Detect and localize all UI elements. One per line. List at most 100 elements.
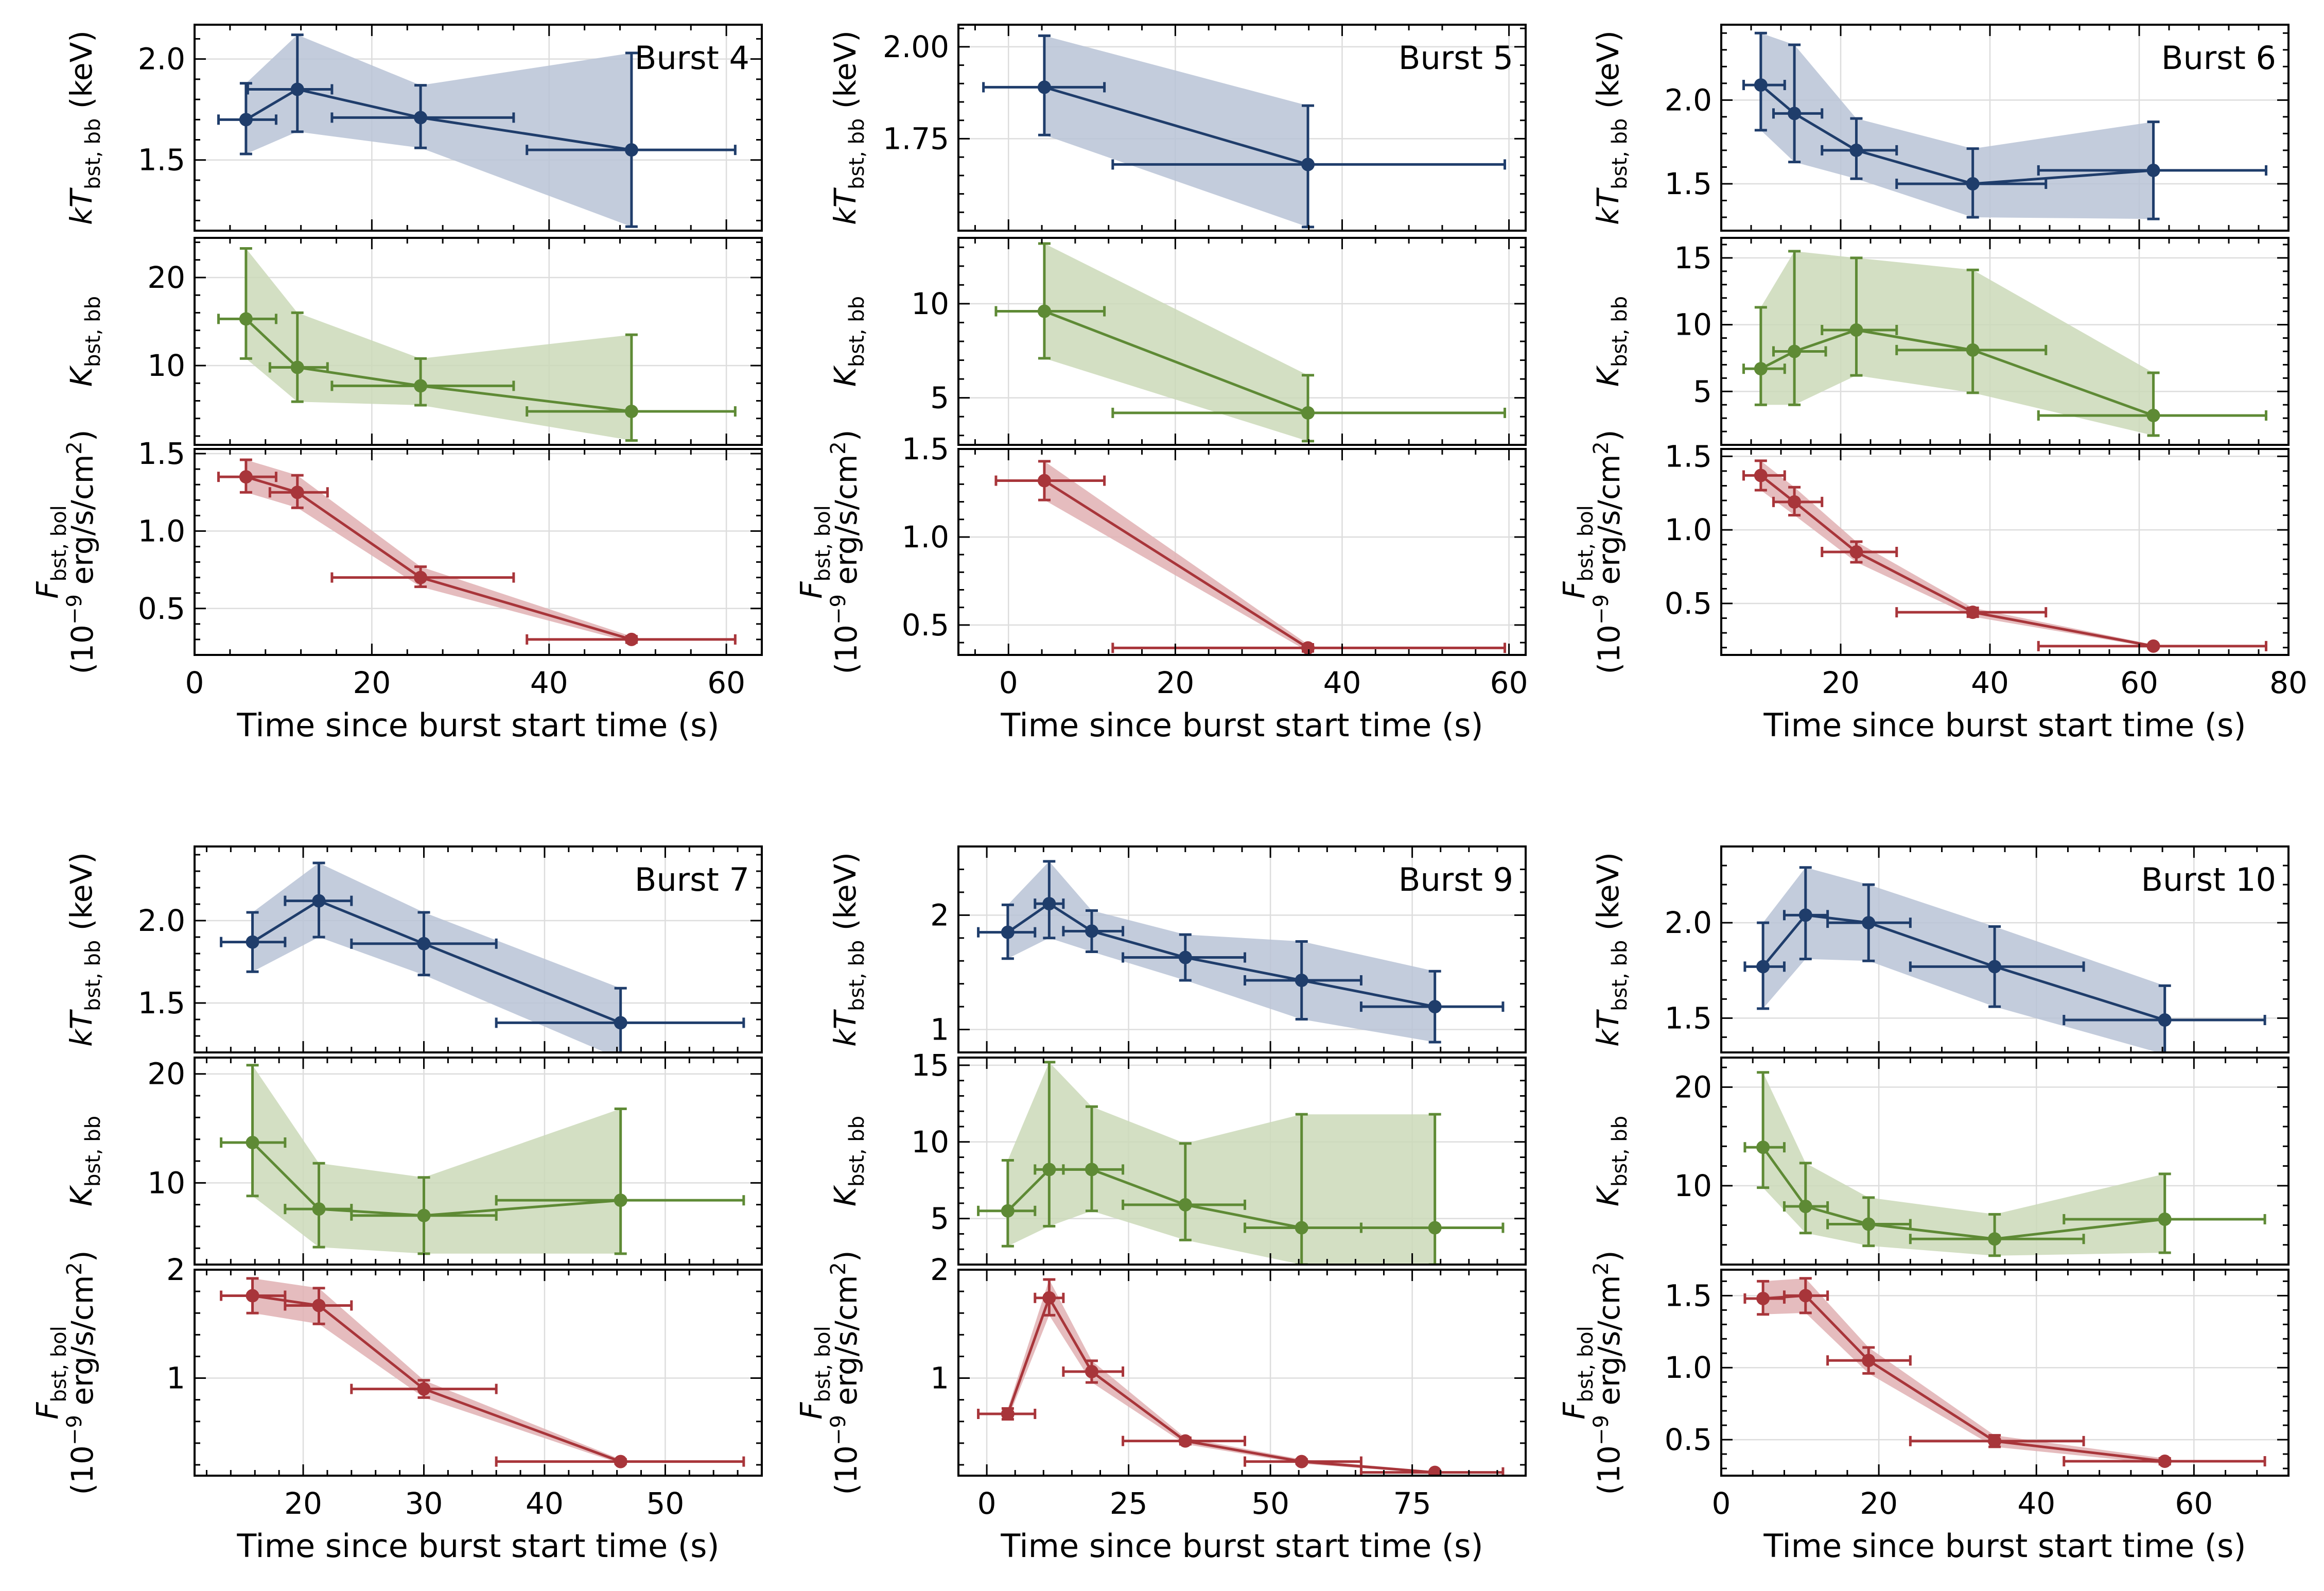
x-tick-label: 25	[1110, 1486, 1148, 1521]
marker	[1001, 1407, 1015, 1421]
marker	[1849, 545, 1863, 559]
f-ylabel-line1: Fbst, bol	[30, 1326, 71, 1420]
marker	[417, 1382, 431, 1396]
x-tick-label: 40	[526, 1486, 564, 1521]
f-data-point	[1742, 459, 1786, 492]
y-tick-label: 2.0	[1665, 905, 1712, 940]
marker	[1301, 641, 1315, 655]
k-subplot: 5 10 Kbst, bb	[828, 237, 1527, 446]
f-uncertainty-band	[1044, 461, 1308, 652]
y-tick-label: 1.75	[883, 121, 949, 156]
marker	[1849, 323, 1863, 337]
f-data-point	[1826, 1346, 1912, 1375]
k-uncertainty-band	[1044, 244, 1308, 441]
marker	[239, 470, 253, 484]
x-tick-label: 60	[2120, 665, 2158, 700]
x-axis-label: Time since burst start time (s)	[1763, 706, 2246, 744]
marker	[246, 935, 259, 949]
axes-frame	[194, 1269, 763, 1477]
y-tick-label: 1.5	[902, 431, 949, 466]
kt-data-point	[982, 34, 1106, 136]
marker	[2158, 1212, 2172, 1226]
y-tick-label: 10	[147, 1165, 185, 1200]
x-tick-label: 20	[284, 1486, 322, 1521]
y-tick-label: 5	[930, 1201, 949, 1236]
y-tick-label: 2.0	[1665, 82, 1712, 117]
burst-title: Burst 5	[1399, 39, 1513, 77]
kt-uncertainty-band	[252, 863, 621, 1052]
x-tick-label: 40	[1971, 665, 2009, 700]
k-series-line	[1044, 310, 1308, 414]
y-tick-label: 1.5	[1665, 1278, 1712, 1313]
plot-area	[1742, 250, 2267, 437]
marker	[1428, 1000, 1442, 1014]
f-ylabel-line1: Fbst, bol	[30, 505, 71, 599]
y-tick-label: 1	[166, 1361, 185, 1396]
axes-frame	[194, 845, 763, 1053]
marker	[1042, 897, 1056, 911]
k-data-point	[1821, 256, 1898, 377]
f-data-point	[284, 1287, 353, 1325]
axes-frame	[1720, 24, 2290, 232]
marker	[1085, 1364, 1098, 1378]
marker	[1178, 1198, 1192, 1212]
f-subplot: 0.5 1.0 1.5 Fbst, bol(10−9 erg/s/cm2) 20 40 60…	[1557, 430, 2308, 744]
marker	[1301, 158, 1315, 171]
k-ylabel: Kbst, bb	[828, 296, 869, 387]
marker	[1037, 474, 1051, 488]
f-data-point	[526, 632, 737, 646]
burst-panel-group: 1.5 2.0 kTbst, bb (keV) Burst 10 10 20 Kbst, b…	[1557, 845, 2290, 1565]
burst-title: Burst 10	[2141, 861, 2276, 898]
marker	[312, 894, 326, 908]
kt-data-point	[284, 861, 353, 939]
plot-area	[1742, 31, 2267, 220]
plot-area	[1743, 1277, 2266, 1468]
kt-subplot: 1 2 kTbst, bb (keV) Burst 9	[828, 845, 1527, 1053]
k-uncertainty-band	[252, 1065, 621, 1254]
marker	[1966, 343, 1980, 357]
f-data-point	[1062, 1359, 1125, 1384]
marker	[2146, 408, 2160, 422]
f-subplot: 1 2 Fbst, bol(10−9 erg/s/cm2) 0 25 50 75 Time s…	[794, 1251, 1527, 1565]
f-data-point	[330, 565, 515, 589]
f-subplot: 0.5 1.0 1.5 Fbst, bol(10−9 erg/s/cm2) 0 20 40 6…	[30, 430, 763, 744]
plot-area	[977, 860, 1505, 1044]
kt-ylabel: kTbst, bb (keV)	[64, 852, 105, 1047]
f-data-point	[1244, 1455, 1362, 1468]
marker	[417, 937, 431, 950]
kt-ylabel: kTbst, bb (keV)	[828, 852, 869, 1047]
x-axis-label: Time since burst start time (s)	[1763, 1527, 2246, 1565]
k-subplot: 10 20 Kbst, bb	[64, 1057, 763, 1266]
y-tick-label: 2.0	[138, 903, 185, 938]
k-data-point	[1783, 1162, 1829, 1235]
marker	[1295, 1221, 1308, 1235]
x-tick-label: 0	[999, 665, 1018, 700]
k-uncertainty-band	[1760, 251, 2154, 436]
f-series-line	[1006, 1294, 1435, 1474]
y-tick-label: 10	[147, 348, 185, 383]
k-data-point	[1359, 1113, 1505, 1265]
kt-data-point	[217, 82, 277, 155]
y-tick-label: 20	[147, 1057, 185, 1092]
k-ylabel: Kbst, bb	[64, 296, 105, 387]
burst-panel-group: 1.5 2.0 kTbst, bb (keV) Burst 6 5 10 15 Kbst, b…	[1557, 24, 2308, 744]
plot-area	[977, 1061, 1505, 1265]
k-subplot: 5 10 15 Kbst, bb	[1591, 237, 2290, 446]
marker	[290, 486, 304, 499]
f-series-line	[246, 475, 632, 641]
plot-area	[220, 861, 745, 1052]
kt-ylabel: kTbst, bb (keV)	[828, 30, 869, 225]
plot-area	[982, 34, 1506, 229]
kt-uncertainty-band	[1760, 33, 2154, 219]
kt-data-point	[977, 903, 1037, 960]
y-tick-label: 2	[930, 897, 949, 932]
marker	[1756, 1291, 1770, 1305]
f-data-point	[1783, 1277, 1829, 1315]
k-data-point	[977, 1159, 1037, 1248]
marker	[1428, 1221, 1442, 1235]
x-tick-label: 40	[2017, 1486, 2055, 1521]
y-tick-label: 2.0	[138, 42, 185, 77]
plot-area	[217, 458, 737, 646]
kt-uncertainty-band	[1044, 36, 1308, 227]
y-tick-label: 5	[1693, 374, 1712, 409]
